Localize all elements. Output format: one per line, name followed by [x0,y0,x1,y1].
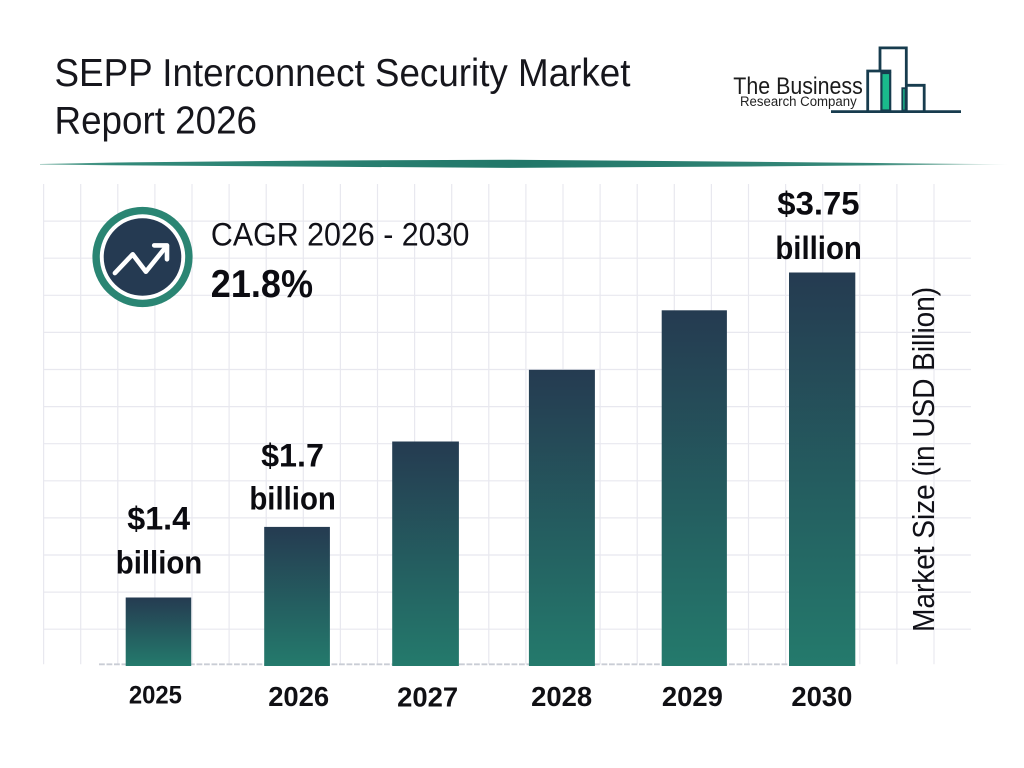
svg-text:$3.75: $3.75 [777,185,859,221]
svg-text:2029: 2029 [662,681,723,712]
svg-text:CAGR 2026 - 2030: CAGR 2026 - 2030 [211,217,470,253]
svg-text:2028: 2028 [531,681,592,712]
svg-text:$1.7: $1.7 [261,438,324,474]
svg-text:21.8%: 21.8% [211,263,313,306]
svg-text:2030: 2030 [791,681,852,712]
svg-text:2025: 2025 [129,682,182,710]
svg-text:Market Size (in USD Billion): Market Size (in USD Billion) [906,287,941,632]
svg-text:$1.4: $1.4 [127,500,190,536]
svg-text:billion: billion [775,230,862,266]
svg-text:The Business: The Business [733,73,863,100]
svg-text:Report 2026: Report 2026 [55,100,258,143]
svg-text:billion: billion [249,480,336,516]
svg-text:billion: billion [116,544,203,580]
svg-text:2027: 2027 [397,681,458,712]
svg-text:Research Company: Research Company [740,94,857,109]
svg-text:SEPP Interconnect Security Mar: SEPP Interconnect Security Market [55,52,631,95]
svg-text:2026: 2026 [268,681,329,712]
